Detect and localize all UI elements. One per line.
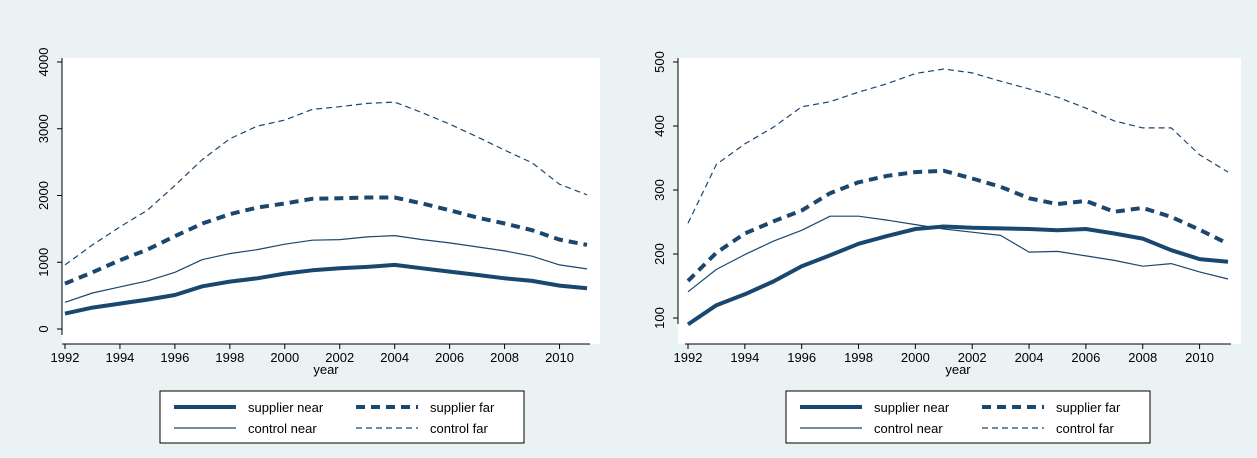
x-tick-label: 1996 <box>160 350 189 365</box>
x-tick-label: 2000 <box>270 350 299 365</box>
legend-label: supplier near <box>248 400 324 415</box>
x-tick-label: 1992 <box>51 350 80 365</box>
series-line-supplier-far <box>686 168 1229 283</box>
x-tick-label: 2008 <box>1128 350 1157 365</box>
x-tick-label: 2006 <box>435 350 464 365</box>
y-tick-label: 2000 <box>36 181 51 210</box>
x-tick-label: 2006 <box>1071 350 1100 365</box>
x-tick-label: 1998 <box>844 350 873 365</box>
x-tick-label: 1998 <box>215 350 244 365</box>
y-tick-label: 300 <box>652 179 667 201</box>
x-tick-label: 1994 <box>105 350 134 365</box>
x-tick-label: 2004 <box>380 350 409 365</box>
y-tick-label: 200 <box>652 243 667 265</box>
legend-label: control far <box>1056 421 1114 436</box>
left-panel: 0 1000 2000 3000 4000 1992 1994 1996 1998 2000 200… <box>8 9 622 446</box>
series-line-control-near <box>64 235 588 303</box>
y-tick-label: 400 <box>652 115 667 137</box>
x-tick-label: 2000 <box>901 350 930 365</box>
y-tick-label: 0 <box>36 325 51 332</box>
y-tick-label: 4000 <box>36 48 51 77</box>
legend-label: control near <box>248 421 317 436</box>
y-tick-label: 500 <box>652 51 667 73</box>
x-axis-title: year <box>945 362 971 377</box>
x-axis-title: year <box>313 362 339 377</box>
x-tick-label: 2008 <box>490 350 519 365</box>
right-panel: 100 200 300 400 500 1992 1994 1996 1998 2000 2002 2… <box>634 9 1248 446</box>
x-tick-label: 1994 <box>730 350 759 365</box>
series-line-control-far <box>687 68 1229 224</box>
legend-label: supplier far <box>430 400 495 415</box>
legend-box <box>785 390 1151 444</box>
plot-area <box>678 58 1241 344</box>
x-tick-label: 2010 <box>1185 350 1214 365</box>
legend-label: control far <box>430 421 488 436</box>
series-line-supplier-far <box>64 195 588 286</box>
y-tick-label: 1000 <box>36 248 51 277</box>
y-tick-label: 3000 <box>36 114 51 143</box>
x-tick-label: 2010 <box>545 350 574 365</box>
x-tick-label: 2002 <box>325 350 354 365</box>
x-tick-label: 2002 <box>958 350 987 365</box>
series-line-control-far <box>64 101 588 266</box>
legend-label: supplier near <box>874 400 950 415</box>
legend-box <box>159 390 525 444</box>
y-tick-label: 100 <box>652 307 667 329</box>
series-line-control-near <box>687 215 1229 293</box>
legend-label: control near <box>874 421 943 436</box>
plot-area <box>62 58 600 344</box>
x-tick-label: 2004 <box>1015 350 1044 365</box>
series-line-supplier-near <box>686 224 1229 327</box>
x-tick-label: 1992 <box>674 350 703 365</box>
series-line-supplier-near <box>64 262 588 316</box>
x-tick-label: 1996 <box>787 350 816 365</box>
legend-label: supplier far <box>1056 400 1121 415</box>
